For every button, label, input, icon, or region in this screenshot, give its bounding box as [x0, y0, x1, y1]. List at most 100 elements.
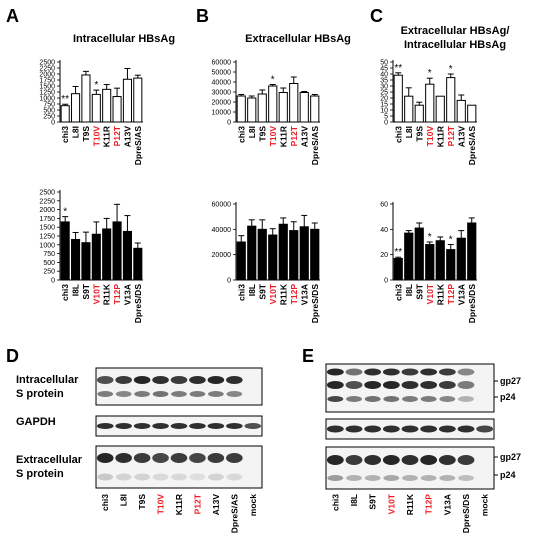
blot-lane-label: I8L: [349, 494, 359, 506]
blot-band: [382, 425, 400, 433]
blot-band: [326, 455, 344, 465]
panel-label-d: D: [6, 346, 19, 366]
y-tick-label: 750: [43, 251, 55, 258]
y-tick-label: 1750: [39, 216, 55, 223]
bar: [414, 104, 424, 123]
y-tick-label: 1750: [39, 78, 55, 85]
y-tick-label: 2000: [39, 72, 55, 79]
x-tick-label: R11K: [435, 283, 445, 305]
y-tick-label: 0: [384, 120, 388, 127]
chart-extracellular-bottom: 0 20000 40000 60000 chi3 I8L S9T V10T R11K T12P V1…: [212, 202, 320, 323]
blot-band: [364, 368, 382, 376]
bar: [257, 228, 267, 281]
x-tick-label: L8I: [404, 126, 414, 138]
blot-lane-label: chi3: [100, 494, 110, 511]
blot-band: [115, 453, 132, 463]
blot-band: [438, 381, 456, 389]
blot-band: [382, 368, 400, 376]
blot-band: [244, 423, 262, 429]
x-tick-label: R11K: [102, 283, 112, 305]
y-tick-label: 60000: [212, 60, 232, 67]
blot-band: [383, 475, 400, 481]
x-tick-label: K11R: [435, 126, 445, 147]
blot-band: [170, 376, 188, 384]
y-tick-label: 40000: [212, 80, 232, 87]
bar: [268, 85, 278, 123]
blot-band: [345, 425, 363, 433]
significance-marker: *: [94, 80, 98, 91]
x-tick-label: V10T: [425, 283, 435, 304]
x-tick-label: T12P: [289, 284, 299, 305]
bar: [91, 233, 101, 281]
blot-row-label: Intracellular: [16, 374, 79, 386]
blot-band: [96, 453, 114, 463]
bar: [60, 221, 70, 281]
x-tick-label: P12T: [289, 125, 299, 146]
x-tick-label: DpreS/DS: [467, 284, 477, 324]
bar: [257, 93, 267, 123]
bar: [133, 247, 143, 281]
y-tick-label: 30: [380, 84, 388, 91]
size-marker-label: p24: [500, 470, 516, 480]
blot-lane-label: K11R: [174, 494, 184, 515]
y-tick-label: 45: [380, 66, 388, 73]
blot-band: [402, 396, 418, 402]
blot-frame: [95, 367, 263, 406]
chart-ratio-top: Extracellular HBsAg/Intracellular HBsAg 0…: [380, 25, 509, 165]
blot-lane-label: T12P: [424, 494, 434, 515]
bar: [456, 99, 466, 123]
y-tick-label: 35: [380, 78, 388, 85]
x-tick-label: P12T: [446, 125, 456, 146]
x-tick-label: DpreS/AS: [133, 126, 143, 166]
y-tick-label: 0: [227, 278, 231, 285]
bar: [414, 227, 424, 281]
x-tick-label: chi3: [60, 126, 70, 143]
y-tick-label: 2250: [39, 198, 55, 205]
blot-band: [326, 425, 344, 433]
blot-band: [171, 473, 187, 481]
blot-band: [133, 423, 151, 429]
blot-band: [97, 473, 114, 481]
bar: [236, 95, 246, 123]
blot-band: [346, 396, 362, 402]
x-tick-label: A13V: [456, 126, 466, 148]
bar: [425, 244, 435, 281]
western-blot-e: chi3 I8L S9T V10T R11K T12P V13A DpreS/DS mock gp…: [325, 363, 521, 533]
blot-band: [402, 475, 418, 481]
bar: [299, 226, 309, 281]
x-tick-label: S9T: [257, 283, 267, 299]
blot-band: [438, 425, 456, 433]
x-tick-label: T12P: [112, 284, 122, 305]
chart-title: Intracellular HBsAg: [73, 33, 175, 45]
blot-band: [152, 423, 169, 429]
blot-lane-label: S9T: [368, 493, 378, 509]
x-tick-label: T10V: [268, 126, 278, 147]
bar: [467, 222, 477, 281]
blot-row-label: S protein: [16, 468, 64, 480]
blot-band: [152, 391, 169, 397]
blot-band: [170, 423, 188, 429]
bar: [133, 77, 143, 123]
blot-band: [171, 391, 187, 397]
x-tick-label: L8I: [71, 126, 81, 138]
y-tick-label: 750: [43, 102, 55, 109]
bar: [299, 92, 309, 123]
bar: [71, 239, 81, 281]
significance-marker: **: [61, 94, 69, 105]
y-tick-label: 20000: [212, 252, 232, 259]
y-tick-label: 1250: [39, 90, 55, 97]
blot-band: [134, 473, 150, 481]
bar: [435, 95, 445, 123]
x-tick-label: V13A: [299, 284, 309, 305]
size-marker-label: p24: [500, 392, 516, 402]
significance-marker: **: [394, 247, 402, 258]
y-tick-label: 40: [380, 72, 388, 79]
bar: [247, 97, 257, 123]
blot-band: [115, 423, 132, 429]
y-tick-label: 0: [384, 278, 388, 285]
blot-band: [458, 396, 474, 402]
significance-marker: **: [394, 63, 402, 74]
blot-band: [420, 368, 438, 376]
chart-title: Extracellular HBsAg: [245, 33, 351, 45]
y-tick-label: 20: [380, 96, 388, 103]
